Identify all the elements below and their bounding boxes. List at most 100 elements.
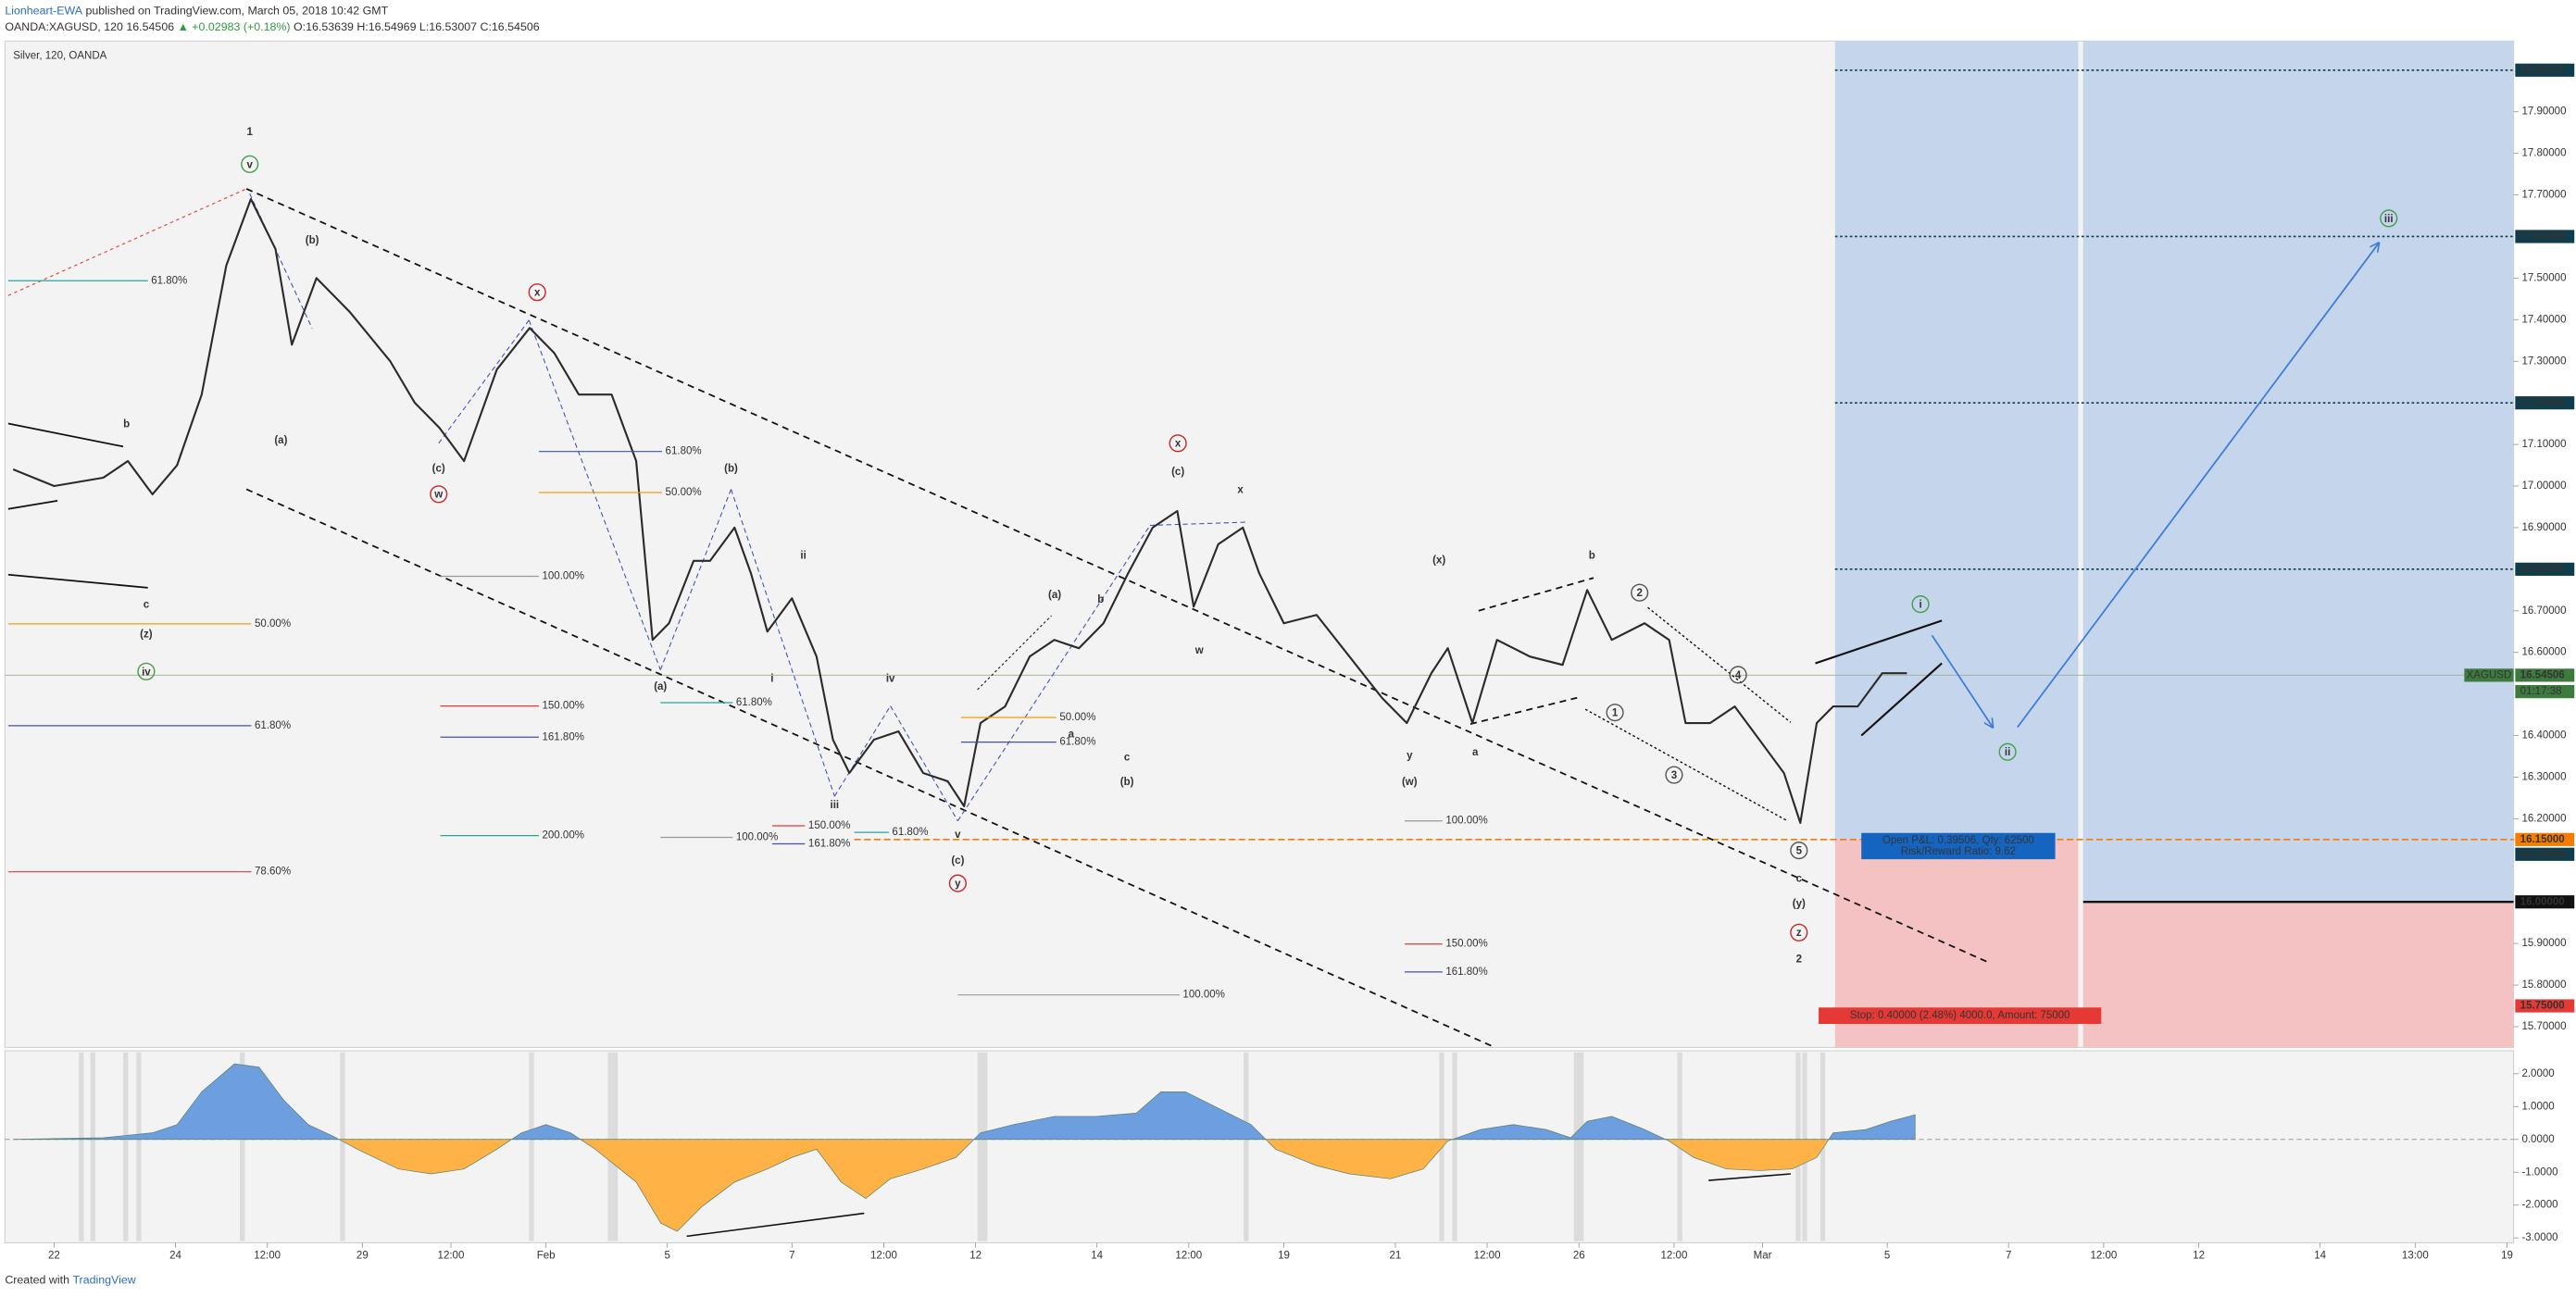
- fib-label: 161.80%: [808, 839, 850, 850]
- y-tick-label: 17.70000: [2521, 190, 2566, 201]
- wave-label: 4: [1735, 670, 1742, 681]
- fib-label: 161.80%: [1445, 967, 1487, 978]
- y-tick-label: 2.0000: [2521, 1068, 2554, 1079]
- price-tag: [2515, 230, 2575, 243]
- y-tick-label: 15.90000: [2521, 938, 2566, 949]
- fib-label: 100.00%: [1445, 816, 1487, 827]
- price-tag: [2515, 396, 2575, 410]
- wave-label: w: [433, 490, 443, 501]
- wave-circle: [1729, 666, 1747, 684]
- y-tick-label: 0.0000: [2521, 1134, 2554, 1145]
- stop-box: [1819, 1007, 2102, 1025]
- x-tick-label: 24: [169, 1251, 181, 1262]
- price-tag: [2515, 668, 2575, 682]
- wave-label: iii: [831, 800, 840, 811]
- wave-label: (c): [432, 463, 445, 474]
- drawing: [1708, 1173, 1791, 1181]
- loss-zone: [2082, 902, 2514, 1048]
- wave-label: (a): [274, 435, 287, 446]
- front-layer: 15.70000 15.80000 15.90000 16.20000 16.30000…: [7, 63, 2575, 1262]
- price-line: [12, 197, 1907, 824]
- session-marker: [136, 1052, 142, 1241]
- y-tick-label: 16.30000: [2521, 771, 2566, 782]
- wave-label: a: [1472, 747, 1479, 758]
- wave-label: i: [770, 673, 773, 684]
- fib-label: 61.80%: [1059, 737, 1095, 748]
- wave-label: 1: [1612, 708, 1619, 719]
- symbol-tag-label: XAGUSD: [2467, 669, 2512, 680]
- session-marker: [79, 1052, 84, 1241]
- y-tick-label: 15.80000: [2521, 979, 2566, 991]
- price-tag: [2515, 832, 2575, 846]
- drawing: [245, 188, 1989, 964]
- session-marker: [1573, 1052, 1580, 1241]
- drawing: [7, 500, 58, 510]
- x-tick-label: 12: [2193, 1251, 2205, 1262]
- profit-zone: [1834, 41, 2079, 840]
- session-marker: [982, 1052, 988, 1241]
- wave-circle: [528, 283, 546, 302]
- price-tag-label: 16.80000: [2520, 564, 2565, 575]
- price-tag: [2515, 562, 2575, 576]
- footer: Created with TradingView: [5, 1274, 135, 1287]
- x-tick-label: 12: [969, 1251, 982, 1262]
- fib-label: 150.00%: [1445, 939, 1487, 950]
- wave-label: y: [1407, 751, 1413, 762]
- x-tick-label: 5: [665, 1251, 670, 1262]
- wave-circle: [1790, 923, 1808, 942]
- session-marker: [340, 1052, 345, 1241]
- chart-title: Silver, 120, OANDA: [13, 50, 106, 61]
- x-tick-label: 12:00: [870, 1251, 897, 1262]
- drawing: [1584, 708, 1788, 822]
- wave-label: v: [955, 829, 961, 841]
- author[interactable]: Lionheart-EWA: [5, 5, 82, 18]
- x-tick-label: 22: [48, 1251, 60, 1262]
- fib-label: 61.80%: [151, 275, 187, 286]
- wave-label: 2: [1636, 588, 1642, 599]
- wave-label: v: [246, 159, 253, 170]
- wave-label: (w): [1402, 777, 1418, 788]
- countdown-label: 01:17:38: [2520, 686, 2562, 697]
- price-tag: [2515, 63, 2575, 77]
- price-tag-label: 17.20000: [2520, 397, 2565, 408]
- wave-circle: [1169, 434, 1187, 453]
- rr-label: Risk/Reward Ratio: 9.62: [1901, 846, 2016, 857]
- price-tag-label: 17.60000: [2520, 231, 2565, 243]
- wave-label: 5: [1796, 846, 1803, 857]
- wave-label: ii: [2005, 747, 2010, 758]
- symbol-tag: [2464, 668, 2514, 682]
- session-marker: [123, 1052, 129, 1241]
- x-tick-label: 21: [1390, 1251, 1402, 1262]
- wave-label: (z): [140, 629, 153, 640]
- session-marker: [240, 1052, 245, 1241]
- created: Created with: [5, 1274, 69, 1287]
- drawing: [686, 1212, 865, 1238]
- wave-circle: [241, 155, 259, 173]
- price-tag-label: 16.15000: [2520, 834, 2565, 845]
- wave-circle: [1665, 766, 1683, 784]
- forecast-arrow: [2017, 243, 2379, 729]
- drawing: [957, 525, 1151, 821]
- wave-label: c: [1796, 874, 1803, 885]
- wave-label: (c): [1171, 467, 1184, 478]
- session-marker: [529, 1052, 534, 1241]
- brand[interactable]: TradingView: [72, 1274, 135, 1287]
- wave-label: b: [1589, 550, 1595, 561]
- y-tick-label: 17.10000: [2521, 439, 2566, 450]
- session-marker: [977, 1052, 982, 1241]
- wave-circle: [430, 485, 448, 504]
- price-tag: [2515, 999, 2575, 1013]
- pnl-box: [1861, 832, 2056, 860]
- price-tag: [2515, 895, 2575, 909]
- session-marker: [1579, 1052, 1584, 1241]
- wave-label: x: [1175, 439, 1182, 450]
- x-tick-label: 14: [2314, 1251, 2326, 1262]
- fib-label: 61.80%: [666, 446, 702, 457]
- fib-label: 100.00%: [1182, 990, 1224, 1001]
- x-tick-label: 5: [1884, 1251, 1890, 1262]
- wave-circle: [1998, 742, 2017, 761]
- wave-label: (c): [951, 855, 964, 867]
- price-tag: [2515, 847, 2575, 861]
